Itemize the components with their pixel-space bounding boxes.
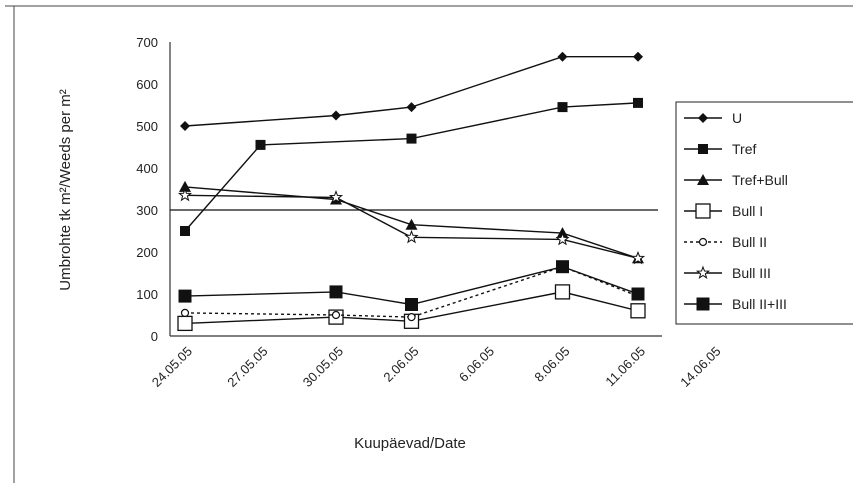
data-point (255, 139, 266, 150)
data-point (329, 285, 343, 299)
x-tick-label: 24.05.05 (149, 344, 195, 390)
x-tick-label: 8.06.05 (531, 344, 572, 385)
data-point (331, 310, 341, 320)
data-point (179, 180, 191, 192)
x-tick-label: 14.06.05 (677, 344, 723, 390)
legend-label: Tref (732, 141, 756, 157)
y-tick-labels: 0 100 200 300 400 500 600 700 (136, 35, 158, 344)
legend-marker (696, 297, 710, 311)
y-tick-label: 400 (136, 161, 158, 176)
data-point (180, 121, 190, 131)
data-point (405, 298, 418, 311)
x-tick-label: 2.06.05 (380, 344, 421, 385)
data-point (406, 133, 417, 144)
data-point (331, 110, 341, 121)
x-tick-labels: 24.05.05 27.05.05 30.05.05 2.06.05 6.06.05 8.… (149, 344, 724, 390)
legend-label: Bull III (732, 265, 771, 281)
data-point (407, 313, 416, 322)
series-1 (180, 97, 643, 236)
data-point (180, 308, 190, 317)
data-point (631, 287, 645, 301)
y-axis-title: Umbrohte tk m²/Weeds per m² (57, 89, 74, 290)
legend-marker (698, 113, 708, 123)
x-tick-label: 27.05.05 (224, 344, 270, 390)
data-point (405, 218, 418, 230)
data-point (556, 260, 569, 274)
data-point (633, 51, 643, 62)
y-tick-label: 100 (136, 287, 158, 302)
data-point (404, 229, 419, 244)
series-2 (179, 180, 644, 264)
data-point (178, 289, 192, 303)
series-line (184, 102, 639, 232)
series-4 (180, 262, 643, 322)
legend-label: Bull II+III (732, 296, 787, 312)
y-tick-label: 0 (151, 329, 158, 344)
data-point (557, 102, 568, 113)
series-0 (180, 51, 643, 131)
legend-marker (697, 174, 709, 185)
data-point (328, 189, 344, 204)
legend-label: Bull I (732, 203, 763, 219)
y-tick-label: 200 (136, 245, 158, 260)
legend-marker (698, 144, 708, 154)
y-tick-label: 700 (136, 35, 158, 50)
legend-label: Tref+Bull (732, 172, 788, 188)
data-point (630, 303, 646, 319)
legend-marker (695, 203, 711, 219)
data-point (406, 102, 417, 113)
data-point (554, 284, 571, 300)
legend: U Tref Tref+Bull Bull I Bull II Bull III Bull … (675, 101, 853, 325)
y-tick-label: 300 (136, 203, 158, 218)
data-point (633, 97, 643, 108)
x-tick-label: 30.05.05 (300, 344, 346, 390)
legend-marker (698, 237, 708, 247)
series-5 (177, 187, 646, 265)
data-point (557, 51, 568, 62)
y-tick-label: 600 (136, 77, 158, 92)
series-6 (178, 260, 645, 311)
data-point (177, 315, 193, 332)
legend-marker (695, 265, 711, 280)
legend-label: Bull II (732, 234, 767, 250)
data-point (177, 187, 193, 202)
x-axis-title: Kuupäevad/Date (354, 435, 466, 452)
legend-label: U (732, 110, 742, 126)
data-point (555, 231, 570, 246)
series-layer (177, 51, 646, 332)
series-line (184, 56, 638, 127)
y-tick-label: 500 (136, 119, 158, 134)
x-tick-label: 11.06.05 (602, 344, 648, 390)
data-point (630, 250, 646, 265)
x-tick-label: 6.06.05 (456, 344, 497, 385)
data-point (180, 226, 190, 236)
